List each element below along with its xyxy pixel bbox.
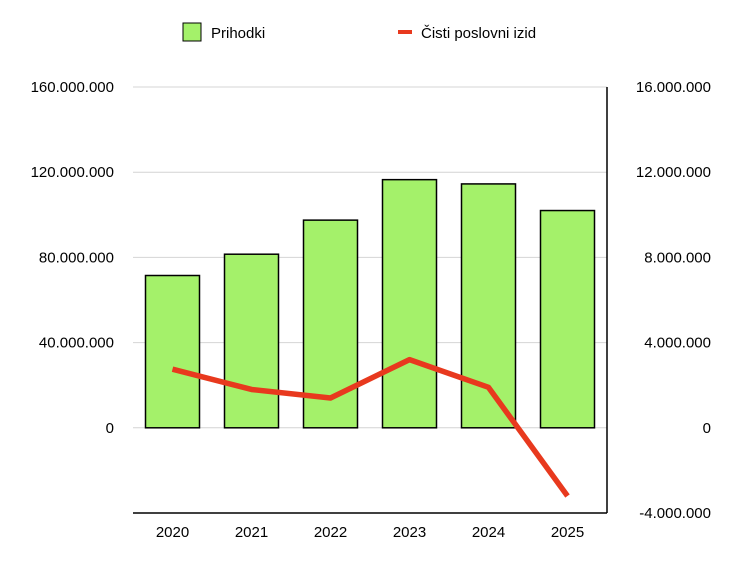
axes (133, 87, 608, 514)
left-axis-tick-label: 80.000.000 (39, 249, 114, 266)
line-series (171, 356, 570, 498)
x-axis-tick-label: 2021 (235, 524, 268, 541)
left-axis-tick-label: 160.000.000 (31, 79, 114, 96)
right-axis-tick-label: 12.000.000 (636, 164, 711, 181)
bar-2025 (539, 209, 596, 429)
x-axis-tick-label: 2022 (314, 524, 347, 541)
right-axis-tick-label: 4.000.000 (644, 335, 711, 352)
x-axis-tick-label: 2020 (156, 524, 189, 541)
right-axis-tick-label: 16.000.000 (636, 79, 711, 96)
x-axis-tick-label: 2023 (393, 524, 426, 541)
x-axis-tick-label: 2024 (472, 524, 505, 541)
right-axis-tick-label: 0 (703, 420, 711, 437)
legend-label-cisti-poslovni-izid: Čisti poslovni izid (421, 25, 536, 42)
tick-labels: 0 40.000.000 80.000.000 120.000.000 160.000.… (31, 79, 711, 541)
legend-label-prihodki: Prihodki (211, 25, 265, 42)
bar-2021 (223, 253, 280, 429)
line-cisti-poslovni-izid (171, 356, 570, 498)
left-axis-tick-label: 0 (106, 420, 114, 437)
gridlines (133, 86, 607, 429)
left-axis-tick-label: 120.000.000 (31, 164, 114, 181)
left-axis-tick-label: 40.000.000 (39, 335, 114, 352)
bar-2022 (302, 219, 359, 429)
right-axis-tick-label: 8.000.000 (644, 249, 711, 266)
x-axis-tick-label: 2025 (551, 524, 584, 541)
right-axis-tick-label: -4.000.000 (639, 505, 711, 522)
bar-2023 (381, 178, 438, 429)
bar-2020 (144, 274, 201, 429)
legend: Prihodki Čisti poslovni izid (182, 22, 536, 42)
bar-series (144, 178, 596, 429)
legend-swatch-prihodki (182, 22, 202, 42)
